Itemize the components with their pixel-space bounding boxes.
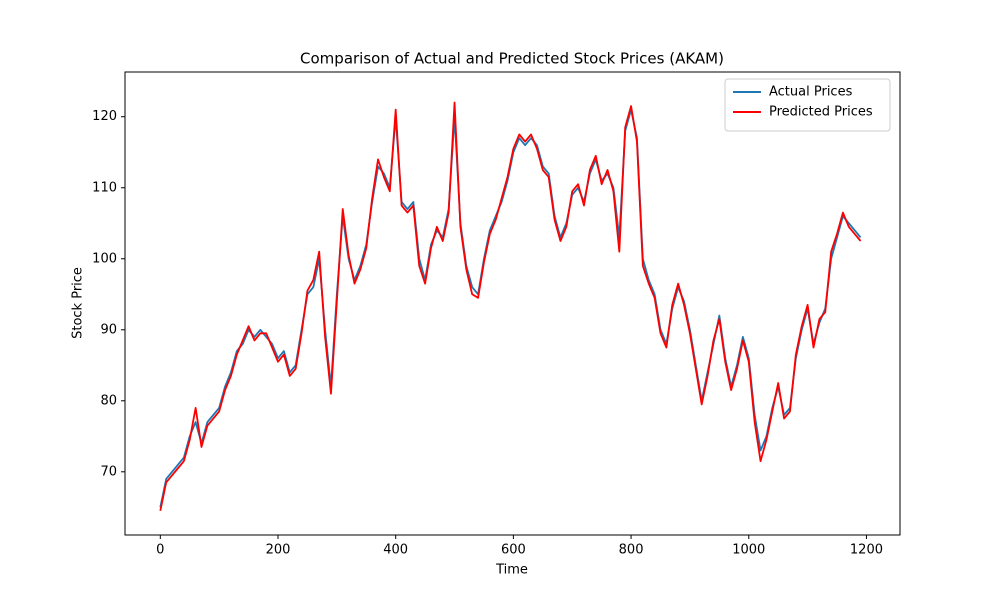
legend-box [724,78,891,132]
y-tick-label: 100 [92,251,117,266]
x-tick-label: 600 [501,543,526,558]
y-tick-label: 90 [100,322,117,337]
chart-title: Comparison of Actual and Predicted Stock… [300,50,724,68]
x-tick-label: 400 [383,543,408,558]
legend-label: Predicted Prices [769,105,873,120]
y-tick-label: 120 [92,109,117,124]
y-tick-label: 110 [92,180,117,195]
line-series [159,101,862,512]
y-tick-label: 70 [100,464,117,479]
x-tick-label: 200 [266,543,291,558]
x-tick-label: 800 [619,543,644,558]
axes-frame [124,71,901,536]
line-series [159,108,862,508]
legend-label: Actual Prices [769,85,853,100]
x-tick-label: 1000 [732,543,765,558]
x-axis-label: Time [495,563,528,578]
x-tick-label: 0 [156,543,164,558]
y-tick-label: 80 [100,393,117,408]
plot-area [159,101,862,512]
y-axis-label: Stock Price [71,267,86,339]
x-tick-label: 1200 [850,543,883,558]
